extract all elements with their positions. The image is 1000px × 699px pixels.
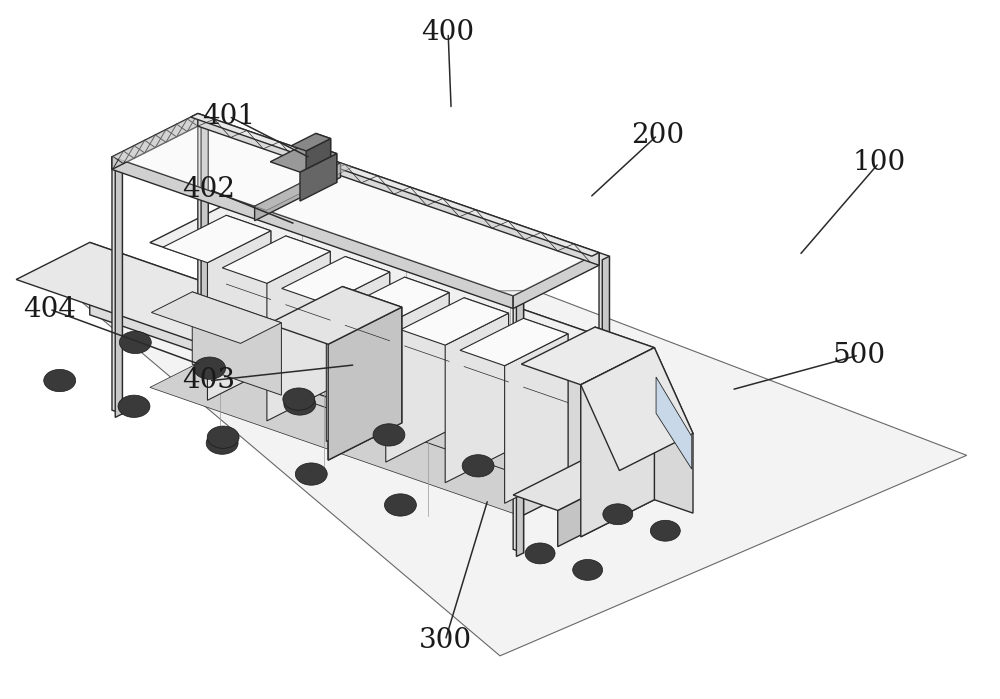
Circle shape [384, 493, 416, 516]
Polygon shape [405, 277, 449, 430]
Polygon shape [654, 347, 693, 513]
Polygon shape [326, 272, 390, 442]
Polygon shape [581, 347, 654, 537]
Text: 100: 100 [852, 150, 906, 176]
Text: 400: 400 [422, 19, 475, 46]
Polygon shape [300, 154, 337, 201]
Circle shape [194, 357, 226, 380]
Polygon shape [513, 449, 650, 510]
Polygon shape [198, 113, 208, 370]
Polygon shape [306, 138, 331, 169]
Polygon shape [656, 377, 692, 469]
Polygon shape [345, 257, 390, 410]
Polygon shape [328, 351, 402, 460]
Polygon shape [255, 163, 340, 221]
Polygon shape [505, 334, 568, 503]
Polygon shape [401, 298, 509, 345]
Polygon shape [386, 293, 449, 462]
Polygon shape [581, 347, 654, 537]
Polygon shape [267, 252, 330, 421]
Polygon shape [602, 257, 609, 513]
Polygon shape [328, 307, 402, 460]
Polygon shape [316, 134, 331, 157]
Polygon shape [269, 287, 402, 344]
Circle shape [284, 393, 316, 415]
Polygon shape [90, 243, 402, 423]
Polygon shape [112, 113, 198, 169]
Circle shape [295, 463, 327, 485]
Text: 401: 401 [202, 103, 255, 130]
Polygon shape [150, 350, 595, 516]
Text: 300: 300 [419, 627, 472, 654]
Polygon shape [150, 206, 595, 371]
Circle shape [119, 331, 151, 354]
Polygon shape [222, 236, 330, 283]
Polygon shape [595, 327, 654, 500]
Polygon shape [223, 206, 595, 479]
Polygon shape [513, 296, 524, 553]
Polygon shape [558, 464, 650, 547]
Text: 500: 500 [832, 342, 886, 368]
Polygon shape [192, 292, 281, 395]
Polygon shape [445, 313, 509, 483]
Circle shape [462, 454, 494, 477]
Text: 402: 402 [182, 176, 235, 203]
Polygon shape [521, 327, 654, 384]
Polygon shape [513, 252, 599, 308]
Polygon shape [115, 160, 122, 417]
Polygon shape [291, 134, 331, 151]
Polygon shape [464, 298, 509, 451]
Polygon shape [198, 113, 599, 265]
Text: 200: 200 [631, 122, 684, 149]
Polygon shape [255, 163, 352, 210]
Polygon shape [16, 243, 402, 388]
Circle shape [525, 543, 555, 564]
Text: 403: 403 [182, 368, 235, 394]
Polygon shape [76, 290, 967, 656]
Polygon shape [270, 143, 337, 172]
Polygon shape [521, 334, 595, 516]
Polygon shape [605, 449, 650, 500]
Circle shape [207, 426, 239, 448]
Polygon shape [599, 252, 609, 510]
Polygon shape [163, 215, 271, 263]
Polygon shape [112, 113, 599, 296]
Polygon shape [201, 117, 208, 374]
Polygon shape [342, 287, 402, 423]
Polygon shape [207, 231, 271, 401]
Polygon shape [286, 236, 330, 389]
Polygon shape [282, 257, 390, 304]
Polygon shape [307, 143, 337, 182]
Circle shape [603, 504, 633, 525]
Circle shape [373, 424, 405, 446]
Polygon shape [516, 299, 524, 556]
Polygon shape [523, 318, 568, 471]
Polygon shape [112, 157, 513, 308]
Circle shape [573, 559, 603, 580]
Circle shape [650, 520, 680, 541]
Circle shape [118, 395, 150, 417]
Circle shape [206, 432, 238, 454]
Circle shape [44, 369, 76, 391]
Polygon shape [112, 157, 122, 414]
Polygon shape [581, 347, 693, 470]
Polygon shape [151, 292, 281, 343]
Polygon shape [191, 113, 599, 257]
Polygon shape [226, 215, 271, 368]
Circle shape [283, 388, 315, 410]
Text: 404: 404 [23, 296, 76, 323]
Polygon shape [223, 350, 595, 500]
Polygon shape [341, 277, 449, 324]
Polygon shape [460, 318, 568, 366]
